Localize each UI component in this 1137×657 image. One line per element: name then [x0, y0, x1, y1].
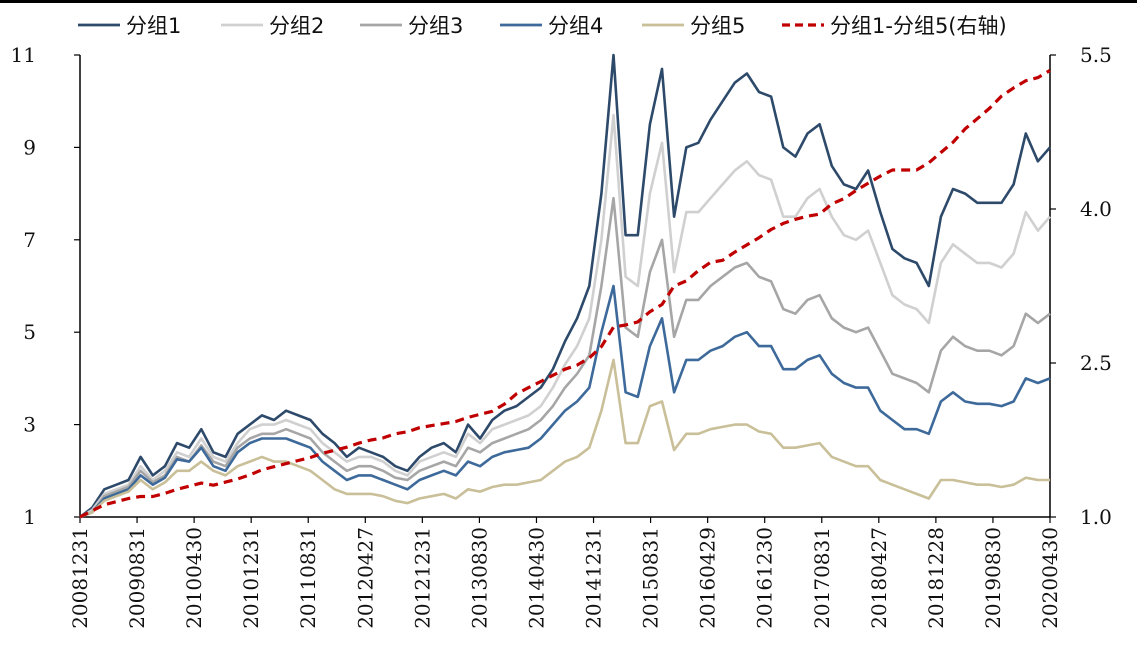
y-left-tick-label: 11 [11, 43, 36, 67]
x-tick-label: 20181228 [924, 527, 948, 629]
legend-label: 分组1-分组5(右轴) [830, 14, 1007, 38]
series-line-分组2 [79, 113, 1051, 519]
series-line-分组1 [79, 53, 1051, 519]
y-right-tick-label: 5.5 [1080, 43, 1112, 67]
top-rule [0, 0, 1137, 3]
x-tick-label: 20170831 [810, 527, 834, 629]
axes: 1 3 5 7 9 11 1.0 2.5 4.0 5.5 20081231 20090831 20100… [11, 43, 1112, 629]
x-tick-label: 20130830 [467, 527, 491, 629]
legend: 分组1 分组2 分组3 分组4 分组5 分组1-分组5(右轴) [78, 14, 1007, 38]
x-tick-label: 20101231 [239, 527, 263, 629]
x-tick-label: 20160429 [696, 527, 720, 629]
x-tick-label: 20140430 [524, 527, 548, 629]
series-line-分组1-分组5(右轴) [79, 69, 1051, 519]
x-tick-label: 20120427 [353, 527, 377, 629]
y-left-tick-label: 9 [23, 135, 36, 159]
y-right-tick-label: 2.5 [1080, 351, 1112, 375]
x-tick-label: 20081231 [68, 527, 92, 629]
y-right-tick-label: 4.0 [1080, 197, 1112, 221]
y-right-tick-label: 1.0 [1080, 505, 1112, 529]
x-tick-label: 20100430 [182, 527, 206, 629]
series-line-分组4 [79, 284, 1051, 519]
series-line-分组5 [79, 358, 1050, 519]
x-tick-label: 20150831 [639, 527, 663, 629]
legend-label: 分组3 [408, 14, 463, 38]
x-tick-label: 20121231 [410, 527, 434, 629]
legend-label: 分组5 [690, 14, 745, 38]
series-lines [79, 53, 1051, 519]
series-line-分组3 [79, 196, 1051, 519]
y-left-tick-label: 7 [23, 228, 36, 252]
legend-label: 分组1 [126, 14, 181, 38]
x-tick-label: 20090831 [125, 527, 149, 629]
x-tick-label: 20200430 [1038, 527, 1062, 629]
x-tick-label: 20110831 [296, 527, 320, 629]
x-tick-label: 20190830 [981, 527, 1005, 629]
x-tick-label: 20180427 [867, 527, 891, 629]
x-tick-label: 20161230 [753, 527, 777, 629]
legend-label: 分组2 [269, 14, 324, 38]
x-tick-label: 20141231 [582, 527, 606, 629]
y-left-tick-label: 5 [23, 320, 36, 344]
y-left-tick-label: 3 [23, 413, 36, 437]
y-left-tick-label: 1 [23, 505, 36, 529]
legend-label: 分组4 [548, 14, 603, 38]
